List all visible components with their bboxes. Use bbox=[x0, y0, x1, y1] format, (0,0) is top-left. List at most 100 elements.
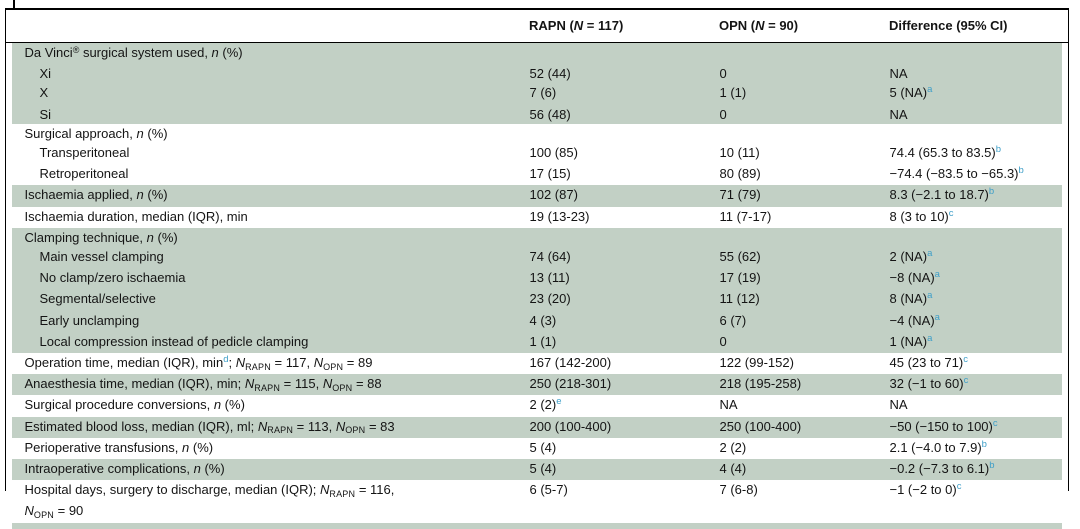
row-label: Transperitoneal bbox=[39, 145, 130, 161]
row-label: Segmental/selective bbox=[39, 291, 156, 307]
table-row: Surgical approach, n (%) bbox=[11, 123, 1062, 144]
row-label: Da Vinci® surgical system used, n (%) bbox=[24, 45, 243, 60]
table-row: X 7 (6) 1 (1) 5 (NA)a bbox=[11, 83, 1062, 105]
row-label: Ischaemia duration, median (IQR), min bbox=[24, 208, 248, 224]
row-label: Main vessel clamping bbox=[39, 249, 164, 265]
table-row: Retroperitoneal 17 (15) 80 (89) −74.4 (−83.… bbox=[11, 164, 1062, 186]
table-row: Si 56 (48) 0 NA bbox=[11, 104, 1062, 124]
table-row: Local compression instead of pedicle cla… bbox=[11, 331, 1062, 354]
cell-opn: 7 (6-8) bbox=[719, 482, 758, 498]
cell-opn: 0 bbox=[719, 106, 727, 122]
cell-opn: 250 (100-400) bbox=[719, 418, 802, 434]
row-label: Anaesthesia time, median (IQR), min; NRA… bbox=[24, 376, 382, 393]
table-row: Surgical procedure conversions, n (%) 2 (… bbox=[11, 395, 1062, 417]
row-label: Perioperative transfusions, n (%) bbox=[24, 439, 214, 455]
column-header-rapn: RAPN (N = 117) bbox=[529, 18, 624, 33]
table-body: Da Vinci® surgical system used, n (%) Xi 5… bbox=[11, 43, 1063, 523]
table-row: Xi 52 (44) 0 NA bbox=[11, 64, 1062, 84]
table-row: Main vessel clamping 74 (64) 55 (62) 2 (NA)… bbox=[11, 247, 1062, 269]
cell-difference: NA bbox=[889, 397, 908, 413]
cell-difference bbox=[890, 43, 1063, 64]
previous-block-strip bbox=[0, 0, 1080, 8]
cell-opn bbox=[720, 228, 890, 247]
cell-rapn: 7 (6) bbox=[529, 85, 557, 101]
cell-rapn: 4 (3) bbox=[529, 312, 557, 328]
row-label: Operation time, median (IQR), mind; NRAP… bbox=[24, 354, 373, 372]
table-row: Operation time, median (IQR), mind; NRAP… bbox=[11, 353, 1062, 375]
cell-rapn: 2 (2)e bbox=[529, 396, 562, 413]
cell-rapn: 100 (85) bbox=[529, 145, 578, 161]
cell-rapn: 56 (48) bbox=[529, 106, 571, 122]
row-label: Estimated blood loss, median (IQR), ml; … bbox=[24, 418, 395, 436]
cell-rapn: 167 (142-200) bbox=[529, 355, 612, 371]
cell-rapn: 13 (11) bbox=[529, 270, 570, 286]
cell-opn: 0 bbox=[719, 66, 727, 82]
table-row: Transperitoneal 100 (85) 10 (11) 74.4 (65.3… bbox=[11, 143, 1062, 165]
cell-opn: 6 (7) bbox=[719, 312, 747, 328]
row-label: Clamping technique, n (%) bbox=[24, 229, 178, 245]
row-label: Early unclamping bbox=[39, 312, 140, 328]
cell-opn: 218 (195-258) bbox=[719, 376, 802, 392]
table-row: Clamping technique, n (%) bbox=[11, 227, 1063, 248]
cell-opn: 17 (19) bbox=[719, 270, 761, 286]
cell-difference: 74.4 (65.3 to 83.5)b bbox=[889, 144, 1002, 161]
table-row: No clamp/zero ischaemia 13 (11) 17 (19) −8 … bbox=[11, 268, 1062, 290]
table-row: Ischaemia applied, n (%) 102 (87) 71 (79) 8… bbox=[11, 185, 1062, 207]
row-label: Ischaemia applied, n (%) bbox=[24, 187, 168, 203]
row-label: X bbox=[39, 85, 49, 101]
cell-rapn: 200 (100-400) bbox=[529, 418, 612, 434]
cell-rapn: 250 (218-301) bbox=[529, 376, 612, 392]
cell-rapn bbox=[530, 124, 720, 143]
cell-opn: 11 (12) bbox=[719, 291, 760, 307]
comparison-table: RAPN (N = 117) OPN (N = 90) Difference (… bbox=[5, 8, 1069, 529]
cell-opn: 80 (89) bbox=[719, 166, 761, 182]
cell-difference: 8 (NA)a bbox=[889, 290, 933, 307]
cell-difference: −4 (NA)a bbox=[889, 311, 940, 328]
column-header-opn: OPN (N = 90) bbox=[719, 18, 799, 33]
cell-difference: 32 (−1 to 60)c bbox=[889, 375, 969, 392]
row-label: Surgical approach, n (%) bbox=[24, 125, 168, 141]
cell-opn: 4 (4) bbox=[719, 461, 747, 477]
row-label: Retroperitoneal bbox=[39, 166, 129, 182]
cell-rapn: 102 (87) bbox=[529, 187, 578, 203]
column-header-difference: Difference (95% CI) bbox=[889, 18, 1008, 33]
cell-rapn: 6 (5-7) bbox=[529, 482, 568, 498]
cell-opn: 10 (11) bbox=[719, 145, 760, 161]
row-label: No clamp/zero ischaemia bbox=[39, 270, 186, 286]
cell-difference bbox=[890, 228, 1063, 247]
cell-difference: −1 (−2 to 0)c bbox=[889, 481, 962, 498]
cell-difference: 45 (23 to 71)c bbox=[889, 354, 968, 371]
cell-rapn: 17 (15) bbox=[529, 166, 571, 182]
next-row-partial bbox=[11, 522, 1062, 529]
previous-block-border bbox=[13, 0, 15, 8]
cell-rapn: 19 (13-23) bbox=[529, 208, 590, 224]
cell-rapn: 1 (1) bbox=[529, 333, 557, 349]
cell-rapn bbox=[530, 228, 720, 247]
cell-rapn: 52 (44) bbox=[529, 66, 571, 82]
row-label: Si bbox=[39, 106, 52, 122]
table-row: Perioperative transfusions, n (%) 5 (4) 2 … bbox=[11, 437, 1062, 460]
table-row: Da Vinci® surgical system used, n (%) bbox=[11, 43, 1063, 65]
cell-difference: −0.2 (−7.3 to 6.1)b bbox=[889, 460, 995, 477]
table-row: Hospital days, surgery to discharge, med… bbox=[11, 480, 1062, 523]
cell-difference: 2 (NA)a bbox=[889, 248, 933, 265]
row-label: Intraoperative complications, n (%) bbox=[24, 461, 225, 477]
cell-difference: 2.1 (−4.0 to 7.9)b bbox=[889, 438, 987, 455]
cell-difference: NA bbox=[889, 106, 908, 122]
row-label: Surgical procedure conversions, n (%) bbox=[24, 397, 245, 413]
cell-opn: 71 (79) bbox=[719, 187, 761, 203]
cell-difference: 8.3 (−2.1 to 18.7)b bbox=[889, 186, 995, 203]
cell-rapn: 5 (4) bbox=[529, 439, 557, 455]
cell-opn: 11 (7-17) bbox=[719, 208, 772, 224]
cell-opn bbox=[720, 43, 890, 64]
table-row: Anaesthesia time, median (IQR), min; NRA… bbox=[11, 374, 1062, 396]
cell-rapn: 5 (4) bbox=[529, 461, 557, 477]
cell-difference: 8 (3 to 10)c bbox=[889, 207, 954, 224]
table-header: RAPN (N = 117) OPN (N = 90) Difference (… bbox=[6, 10, 1068, 43]
row-label: Local compression instead of pedicle cla… bbox=[39, 333, 309, 349]
cell-difference: −8 (NA)a bbox=[889, 269, 940, 286]
row-label: Xi bbox=[39, 66, 52, 82]
cell-opn: NA bbox=[719, 397, 738, 413]
cell-opn: 122 (99-152) bbox=[719, 355, 794, 371]
table-row: Ischaemia duration, median (IQR), min 19 … bbox=[11, 206, 1062, 228]
